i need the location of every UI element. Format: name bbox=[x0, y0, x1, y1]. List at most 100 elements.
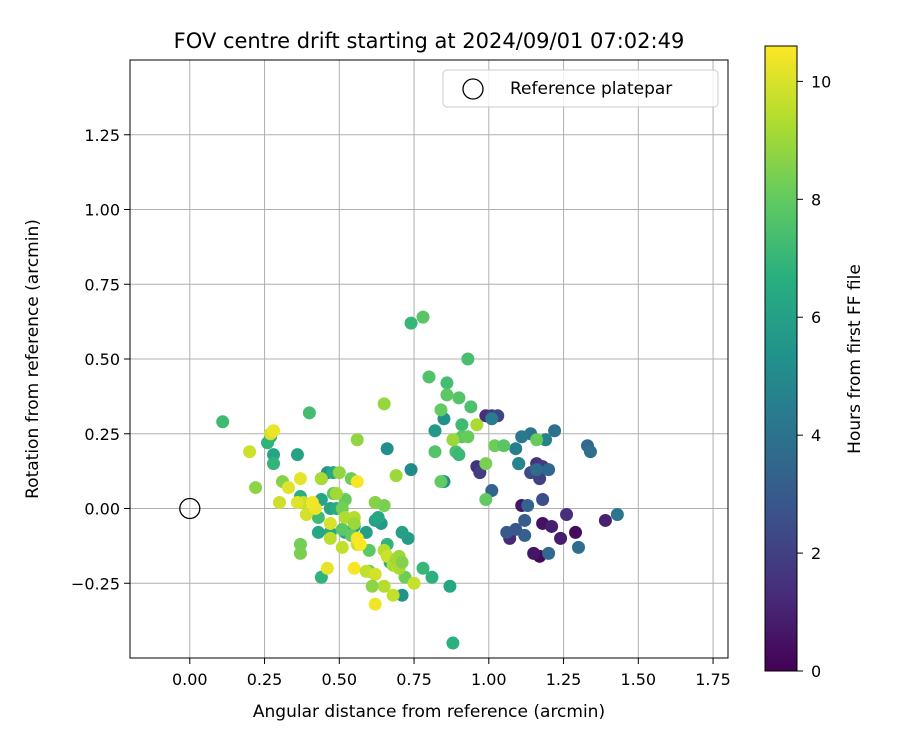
data-point bbox=[488, 439, 502, 453]
x-tick-label: 1.75 bbox=[695, 670, 731, 689]
data-point bbox=[353, 537, 367, 551]
colorbar-tick-label: 8 bbox=[811, 190, 821, 209]
data-point bbox=[416, 310, 430, 324]
data-point bbox=[428, 424, 442, 438]
data-point bbox=[386, 588, 400, 602]
y-axis-label: Rotation from reference (arcmin) bbox=[23, 219, 43, 499]
colorbar-tick-label: 2 bbox=[811, 544, 821, 563]
x-tick-label: 1.25 bbox=[546, 670, 582, 689]
data-point bbox=[455, 418, 469, 432]
data-point bbox=[509, 442, 523, 456]
data-point bbox=[598, 513, 612, 527]
data-point bbox=[216, 415, 230, 429]
data-point bbox=[542, 546, 556, 560]
data-point bbox=[332, 466, 346, 480]
data-point bbox=[350, 475, 364, 489]
data-point bbox=[464, 400, 478, 414]
data-point bbox=[365, 579, 379, 593]
data-point bbox=[536, 493, 550, 507]
y-tick-label: 0.00 bbox=[84, 500, 120, 519]
data-point bbox=[395, 555, 409, 569]
data-point bbox=[416, 561, 430, 575]
colorbar-tick-label: 0 bbox=[811, 662, 821, 681]
data-point bbox=[243, 445, 257, 459]
legend-box bbox=[442, 69, 719, 108]
data-point bbox=[368, 567, 382, 581]
data-point bbox=[311, 525, 325, 539]
data-point bbox=[350, 433, 364, 447]
data-point bbox=[395, 525, 409, 539]
x-tick-label: 1.00 bbox=[471, 670, 507, 689]
data-point bbox=[497, 439, 511, 453]
data-point bbox=[446, 636, 460, 650]
data-point bbox=[479, 457, 493, 471]
data-point bbox=[395, 588, 409, 602]
data-point bbox=[461, 430, 475, 444]
data-point bbox=[485, 412, 499, 426]
data-point bbox=[320, 561, 334, 575]
data-point bbox=[335, 540, 349, 554]
y-tick-label: 1.25 bbox=[84, 126, 120, 145]
y-tick-label: 0.25 bbox=[84, 425, 120, 444]
data-point bbox=[440, 376, 454, 390]
chart-title: FOV centre drift starting at 2024/09/01 … bbox=[174, 29, 685, 53]
legend: Reference platepar bbox=[442, 69, 719, 108]
x-tick-label: 0.75 bbox=[396, 670, 432, 689]
data-point bbox=[389, 469, 403, 483]
data-point bbox=[434, 403, 448, 417]
data-point bbox=[323, 516, 337, 530]
data-point bbox=[404, 316, 418, 330]
data-point bbox=[377, 579, 391, 593]
data-point bbox=[545, 519, 559, 533]
x-tick-label: 0.00 bbox=[172, 670, 208, 689]
data-point bbox=[267, 457, 281, 471]
data-point bbox=[293, 546, 307, 560]
data-point bbox=[443, 579, 457, 593]
data-point bbox=[323, 531, 337, 545]
data-point bbox=[470, 418, 484, 432]
data-point bbox=[425, 570, 439, 584]
data-point bbox=[329, 487, 343, 501]
data-point bbox=[610, 507, 624, 521]
data-point bbox=[548, 424, 562, 438]
data-point bbox=[452, 391, 466, 405]
legend-label-reference: Reference platepar bbox=[510, 79, 672, 99]
data-point bbox=[530, 433, 544, 447]
data-point bbox=[509, 522, 523, 536]
x-axis-label: Angular distance from reference (arcmin) bbox=[253, 702, 605, 722]
x-tick-label: 0.50 bbox=[321, 670, 357, 689]
data-point bbox=[461, 352, 475, 366]
reference-marker bbox=[179, 497, 201, 520]
y-tick-label: 0.50 bbox=[84, 350, 120, 369]
data-point bbox=[347, 561, 361, 575]
colorbar: 0 2 4 6 8 10 Hours from first FF file bbox=[764, 45, 865, 681]
colorbar-gradient bbox=[764, 45, 798, 672]
data-points bbox=[216, 310, 624, 650]
data-point bbox=[273, 496, 286, 510]
data-point bbox=[572, 540, 585, 554]
data-point bbox=[290, 448, 304, 462]
data-point bbox=[314, 472, 328, 486]
data-point bbox=[422, 370, 436, 384]
data-point bbox=[542, 463, 556, 477]
data-point bbox=[380, 442, 394, 456]
data-point bbox=[377, 499, 391, 513]
data-point bbox=[347, 516, 361, 530]
data-point bbox=[407, 576, 421, 590]
colorbar-label: Hours from first FF file bbox=[845, 264, 865, 454]
data-point bbox=[290, 496, 304, 510]
x-tick-label: 0.25 bbox=[247, 670, 283, 689]
y-tick-label: 0.75 bbox=[84, 275, 120, 294]
data-point bbox=[302, 406, 316, 420]
data-point bbox=[440, 388, 454, 402]
data-point bbox=[527, 546, 541, 560]
y-tick-label: −0.25 bbox=[71, 574, 120, 593]
data-point bbox=[583, 445, 597, 459]
data-point bbox=[515, 430, 529, 444]
data-point bbox=[249, 481, 263, 495]
colorbar-tick-label: 10 bbox=[811, 72, 831, 91]
data-point bbox=[452, 448, 466, 462]
x-tick-label: 1.50 bbox=[620, 670, 656, 689]
data-point bbox=[512, 457, 526, 471]
